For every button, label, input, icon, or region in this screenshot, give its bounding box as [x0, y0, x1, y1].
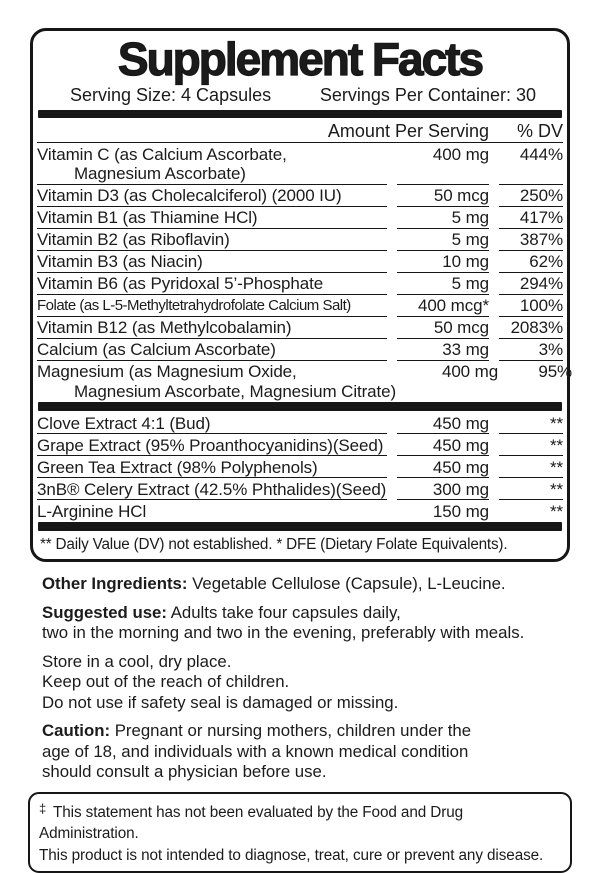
caution: Caution: Pregnant or nursing mothers, ch…	[42, 721, 572, 783]
ingredient-name: Vitamin B2 (as Riboflavin)	[37, 229, 387, 251]
double-dagger-symbol: ‡	[39, 798, 49, 820]
dv-footnote: ** Daily Value (DV) not established. * D…	[37, 532, 563, 557]
caution-label: Caution:	[42, 721, 110, 740]
fda-disclaimer-box: ‡ This statement has not been evaluated …	[28, 792, 572, 873]
ingredient-name: Folate (as L-5-Methyltetrahydrofolate Ca…	[37, 295, 387, 317]
ingredient-dv: 62%	[499, 251, 563, 273]
ingredient-name-line2: Magnesium Ascorbate)	[37, 164, 387, 184]
ingredient-amount: 400 mcg*	[397, 295, 489, 317]
other-ingredients-text: Vegetable Cellulose (Capsule), L-Leucine…	[192, 574, 505, 593]
column-header-amount: Amount Per Serving	[328, 120, 489, 142]
ingredient-amount: 400 mg	[406, 361, 498, 402]
ingredient-dv: **	[499, 500, 563, 521]
suggested-use-line2: two in the morning and two in the evenin…	[42, 623, 572, 644]
serving-info-row: Serving Size: 4 Capsules Servings Per Co…	[37, 84, 563, 110]
ingredient-dv: 100%	[499, 295, 563, 317]
details-section: Other Ingredients: Vegetable Cellulose (…	[42, 574, 572, 783]
ingredient-name: Vitamin B12 (as Methylcobalamin)	[37, 317, 387, 339]
storage-line: Keep out of the reach of children.	[42, 672, 572, 693]
table-row: Grape Extract (95% Proanthocyanidins)(Se…	[37, 434, 563, 456]
ingredient-amount: 300 mg	[397, 478, 489, 500]
extracts-table: Clove Extract 4:1 (Bud) 450 mg ** Grape Ext…	[37, 412, 563, 521]
ingredient-amount: 10 mg	[397, 251, 489, 273]
ingredient-amount: 5 mg	[397, 273, 489, 295]
vitamins-table: Vitamin C (as Calcium Ascorbate,Magnesiu…	[37, 143, 563, 401]
table-row: Vitamin D3 (as Cholecalciferol) (2000 IU…	[37, 185, 563, 207]
ingredient-dv: **	[499, 478, 563, 500]
storage-line: Store in a cool, dry place.	[42, 652, 572, 673]
ingredient-dv: 95%	[508, 361, 572, 402]
table-row: Green Tea Extract (98% Polyphenols) 450 m…	[37, 456, 563, 478]
panel-title: Supplement Facts	[37, 34, 563, 84]
serving-size: Serving Size: 4 Capsules	[70, 84, 271, 106]
ingredient-name: Clove Extract 4:1 (Bud)	[37, 412, 387, 434]
ingredient-dv: 2083%	[499, 317, 563, 339]
table-row: Vitamin C (as Calcium Ascorbate,Magnesiu…	[37, 143, 563, 185]
ingredient-name-line2: Magnesium Ascorbate, Magnesium Citrate)	[37, 382, 396, 402]
table-row: Vitamin B2 (as Riboflavin) 5 mg 387%	[37, 229, 563, 251]
ingredient-amount: 5 mg	[397, 229, 489, 251]
ingredient-name: 3nB® Celery Extract (42.5% Phthalides)(S…	[37, 478, 387, 500]
table-row: L-Arginine HCl 150 mg **	[37, 500, 563, 521]
table-row: Calcium (as Calcium Ascorbate) 33 mg 3%	[37, 339, 563, 361]
disclaimer-line1: ‡ This statement has not been evaluated …	[39, 798, 562, 845]
other-ingredients: Other Ingredients: Vegetable Cellulose (…	[42, 574, 572, 595]
column-header-row: Amount Per Serving % DV	[37, 118, 563, 143]
table-row: Magnesium (as Magnesium Oxide,Magnesium …	[37, 361, 563, 402]
other-ingredients-label: Other Ingredients:	[42, 574, 187, 593]
ingredient-amount: 5 mg	[397, 207, 489, 229]
table-row: Folate (as L-5-Methyltetrahydrofolate Ca…	[37, 295, 563, 317]
ingredient-name: Green Tea Extract (98% Polyphenols)	[37, 456, 387, 478]
table-row: Vitamin B6 (as Pyridoxal 5’-Phosphate 5 m…	[37, 273, 563, 295]
ingredient-amount: 50 mcg	[397, 317, 489, 339]
supplement-facts-panel: Supplement Facts Serving Size: 4 Capsule…	[30, 28, 570, 562]
table-row: 3nB® Celery Extract (42.5% Phthalides)(S…	[37, 478, 563, 500]
ingredient-name: Magnesium (as Magnesium Oxide,Magnesium …	[37, 361, 396, 402]
caution-line1: Caution: Pregnant or nursing mothers, ch…	[42, 721, 572, 742]
storage-instructions: Store in a cool, dry place. Keep out of …	[42, 652, 572, 714]
ingredient-name: L-Arginine HCl	[37, 500, 387, 521]
ingredient-name: Vitamin D3 (as Cholecalciferol) (2000 IU…	[37, 185, 387, 207]
ingredient-dv: **	[499, 456, 563, 478]
ingredient-amount: 150 mg	[397, 500, 489, 521]
ingredient-dv: 417%	[499, 207, 563, 229]
ingredient-amount: 33 mg	[397, 339, 489, 361]
ingredient-dv: **	[499, 412, 563, 434]
table-row: Vitamin B3 (as Niacin) 10 mg 62%	[37, 251, 563, 273]
ingredient-name: Vitamin C (as Calcium Ascorbate,Magnesiu…	[37, 143, 387, 185]
ingredient-dv: 294%	[499, 273, 563, 295]
ingredient-dv: 444%	[499, 143, 563, 185]
column-header-dv: % DV	[499, 120, 563, 142]
caution-line3: should consult a physician before use.	[42, 762, 572, 783]
ingredient-name: Vitamin B3 (as Niacin)	[37, 251, 387, 273]
table-row: Vitamin B1 (as Thiamine HCl) 5 mg 417%	[37, 207, 563, 229]
ingredient-dv: **	[499, 434, 563, 456]
servings-per-container: Servings Per Container: 30	[320, 84, 536, 106]
thick-divider-top	[38, 110, 562, 118]
ingredient-name: Calcium (as Calcium Ascorbate)	[37, 339, 387, 361]
caution-line2: age of 18, and individuals with a known …	[42, 742, 572, 763]
ingredient-dv: 3%	[499, 339, 563, 361]
thick-divider-middle	[38, 402, 562, 411]
suggested-use-line1: Suggested use: Adults take four capsules…	[42, 603, 572, 624]
ingredient-dv: 387%	[499, 229, 563, 251]
column-header-spacer	[37, 120, 318, 142]
thick-divider-bottom	[38, 522, 562, 531]
ingredient-amount: 50 mcg	[397, 185, 489, 207]
table-row: Vitamin B12 (as Methylcobalamin) 50 mcg 20…	[37, 317, 563, 339]
ingredient-dv: 250%	[499, 185, 563, 207]
disclaimer-line2: This product is not intended to diagnose…	[39, 845, 562, 867]
ingredient-amount: 400 mg	[397, 143, 489, 185]
ingredient-name: Vitamin B1 (as Thiamine HCl)	[37, 207, 387, 229]
table-row: Clove Extract 4:1 (Bud) 450 mg **	[37, 412, 563, 434]
suggested-use: Suggested use: Adults take four capsules…	[42, 603, 572, 644]
storage-line: Do not use if safety seal is damaged or …	[42, 693, 572, 714]
ingredient-name: Vitamin B6 (as Pyridoxal 5’-Phosphate	[37, 273, 387, 295]
ingredient-amount: 450 mg	[397, 456, 489, 478]
ingredient-name: Grape Extract (95% Proanthocyanidins)(Se…	[37, 434, 387, 456]
suggested-use-label: Suggested use:	[42, 603, 167, 622]
ingredient-amount: 450 mg	[397, 412, 489, 434]
ingredient-amount: 450 mg	[397, 434, 489, 456]
